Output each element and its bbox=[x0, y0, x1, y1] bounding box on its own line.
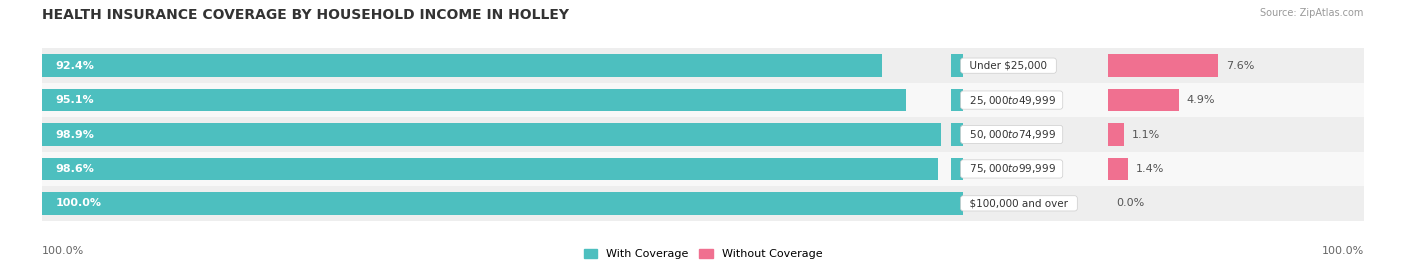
Text: 1.1%: 1.1% bbox=[1132, 129, 1160, 140]
Bar bbox=[950, 152, 1364, 186]
Text: 98.6%: 98.6% bbox=[56, 164, 94, 174]
Bar bbox=[1108, 123, 1123, 146]
Text: 7.6%: 7.6% bbox=[1226, 61, 1254, 71]
Text: Source: ZipAtlas.com: Source: ZipAtlas.com bbox=[1260, 8, 1364, 18]
Text: $100,000 and over: $100,000 and over bbox=[963, 198, 1074, 208]
Bar bbox=[42, 152, 950, 186]
Text: $50,000 to $74,999: $50,000 to $74,999 bbox=[963, 128, 1060, 141]
Text: 92.4%: 92.4% bbox=[56, 61, 94, 71]
Bar bbox=[950, 83, 1364, 117]
Legend: With Coverage, Without Coverage: With Coverage, Without Coverage bbox=[579, 244, 827, 263]
Text: $75,000 to $99,999: $75,000 to $99,999 bbox=[963, 162, 1060, 175]
Text: Under $25,000: Under $25,000 bbox=[963, 61, 1053, 71]
Text: 100.0%: 100.0% bbox=[56, 198, 101, 208]
Bar bbox=[950, 117, 1364, 152]
Text: 100.0%: 100.0% bbox=[42, 246, 84, 256]
Bar bbox=[42, 186, 950, 221]
Bar bbox=[950, 186, 1364, 221]
Bar bbox=[42, 48, 950, 83]
Bar bbox=[950, 48, 1364, 83]
Bar bbox=[42, 123, 941, 146]
Bar bbox=[950, 123, 963, 146]
Text: 0.0%: 0.0% bbox=[1116, 198, 1144, 208]
Text: HEALTH INSURANCE COVERAGE BY HOUSEHOLD INCOME IN HOLLEY: HEALTH INSURANCE COVERAGE BY HOUSEHOLD I… bbox=[42, 8, 569, 22]
Bar bbox=[42, 83, 950, 117]
Bar bbox=[42, 158, 938, 180]
Bar bbox=[1108, 54, 1218, 77]
Bar bbox=[950, 89, 963, 111]
Text: 1.4%: 1.4% bbox=[1136, 164, 1164, 174]
Bar bbox=[1108, 158, 1128, 180]
Bar bbox=[42, 117, 950, 152]
Text: $25,000 to $49,999: $25,000 to $49,999 bbox=[963, 94, 1060, 107]
Bar bbox=[42, 89, 907, 111]
Bar bbox=[950, 158, 963, 180]
Bar bbox=[1108, 89, 1178, 111]
Text: 98.9%: 98.9% bbox=[56, 129, 94, 140]
Text: 4.9%: 4.9% bbox=[1187, 95, 1215, 105]
Bar bbox=[950, 54, 963, 77]
Bar bbox=[42, 54, 882, 77]
Bar bbox=[950, 192, 963, 215]
Text: 100.0%: 100.0% bbox=[1322, 246, 1364, 256]
Text: 95.1%: 95.1% bbox=[56, 95, 94, 105]
Bar bbox=[42, 192, 950, 215]
